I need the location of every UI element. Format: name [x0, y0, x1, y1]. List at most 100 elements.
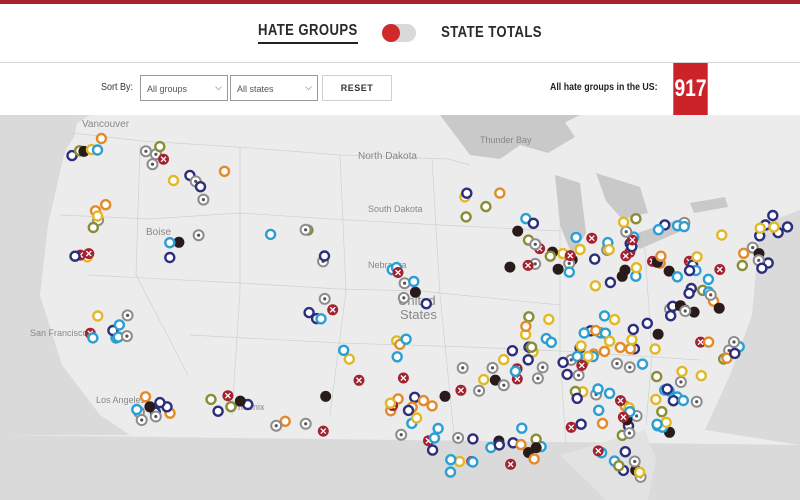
hate-group-marker[interactable]	[571, 392, 583, 404]
hate-group-marker[interactable]	[225, 401, 237, 413]
hate-group-marker[interactable]	[158, 153, 169, 165]
hate-group-marker[interactable]	[652, 223, 665, 236]
hate-group-marker[interactable]	[154, 396, 166, 409]
hate-group-marker[interactable]	[392, 267, 404, 278]
hate-group-marker[interactable]	[192, 229, 205, 242]
hate-group-marker[interactable]	[721, 352, 733, 364]
hate-group-marker[interactable]	[671, 271, 683, 283]
hate-group-marker[interactable]	[628, 455, 641, 468]
hate-group-marker[interactable]	[445, 454, 457, 466]
hate-group-marker[interactable]	[615, 395, 626, 407]
hate-group-marker[interactable]	[614, 341, 626, 354]
hate-group-marker[interactable]	[218, 165, 231, 177]
hate-group-marker[interactable]	[570, 231, 582, 244]
hate-group-marker[interactable]	[317, 425, 329, 437]
hate-group-marker[interactable]	[626, 234, 638, 246]
hate-group-marker[interactable]	[139, 145, 152, 158]
hate-group-marker[interactable]	[515, 438, 527, 451]
hate-group-marker[interactable]	[338, 344, 350, 357]
reset-button[interactable]: RESET	[322, 75, 392, 101]
hate-group-marker[interactable]	[604, 276, 617, 289]
hate-group-marker[interactable]	[661, 383, 673, 395]
hate-group-marker[interactable]	[409, 286, 421, 298]
hate-group-marker[interactable]	[320, 390, 332, 402]
hate-group-marker[interactable]	[498, 353, 510, 366]
hate-group-marker[interactable]	[586, 232, 598, 244]
hate-group-marker[interactable]	[617, 216, 630, 228]
hate-group-marker[interactable]	[452, 431, 465, 444]
hate-group-marker[interactable]	[99, 198, 112, 211]
hate-group-marker[interactable]	[456, 361, 469, 374]
hate-group-marker[interactable]	[420, 297, 432, 310]
hate-group-marker[interactable]	[493, 439, 505, 451]
hate-group-marker[interactable]	[683, 287, 695, 300]
hate-group-marker[interactable]	[663, 265, 675, 277]
tab-state-totals[interactable]: STATE TOTALS	[441, 24, 543, 41]
hate-group-marker[interactable]	[678, 220, 690, 233]
hate-group-marker[interactable]	[754, 222, 766, 234]
hate-group-marker[interactable]	[318, 292, 331, 305]
hate-group-marker[interactable]	[87, 221, 100, 234]
hate-group-marker[interactable]	[489, 374, 501, 386]
hate-group-marker[interactable]	[509, 365, 522, 377]
hate-group-marker[interactable]	[578, 327, 590, 339]
hate-group-marker[interactable]	[665, 309, 677, 322]
hate-group-marker[interactable]	[222, 390, 234, 402]
hate-group-marker[interactable]	[299, 417, 312, 430]
hate-group-marker[interactable]	[426, 444, 439, 456]
hate-group-marker[interactable]	[391, 351, 403, 363]
hate-group-marker[interactable]	[149, 410, 162, 423]
hate-group-marker[interactable]	[92, 310, 104, 322]
hate-group-marker[interactable]	[633, 466, 646, 478]
hate-group-marker[interactable]	[270, 419, 283, 432]
hate-group-marker[interactable]	[713, 302, 725, 314]
hate-group-marker[interactable]	[384, 397, 397, 409]
hate-group-marker[interactable]	[69, 250, 81, 262]
hate-group-marker[interactable]	[397, 291, 410, 304]
us-hate-groups-map[interactable]: Vancouver North Dakota Thunder Bay South Da…	[0, 115, 800, 500]
hate-group-marker[interactable]	[461, 187, 473, 199]
hate-group-marker[interactable]	[627, 323, 639, 336]
hate-group-marker[interactable]	[318, 250, 331, 262]
hate-group-marker[interactable]	[520, 320, 532, 333]
hate-group-marker[interactable]	[651, 418, 663, 430]
hate-group-marker[interactable]	[598, 345, 611, 358]
hate-group-marker[interactable]	[688, 306, 700, 318]
hate-group-marker[interactable]	[91, 144, 104, 156]
hate-group-marker[interactable]	[398, 277, 411, 290]
hate-group-marker[interactable]	[439, 390, 451, 402]
hate-group-marker[interactable]	[729, 347, 741, 360]
hate-group-marker[interactable]	[617, 411, 629, 423]
hate-group-marker[interactable]	[613, 460, 625, 472]
hate-group-marker[interactable]	[408, 275, 420, 288]
hate-group-marker[interactable]	[756, 262, 768, 274]
hate-group-marker[interactable]	[598, 310, 611, 322]
hate-group-marker[interactable]	[536, 361, 549, 374]
hate-group-marker[interactable]	[652, 328, 664, 340]
hate-group-marker[interactable]	[679, 305, 692, 317]
hate-group-marker[interactable]	[139, 391, 152, 403]
hate-group-marker[interactable]	[603, 243, 615, 256]
hate-group-marker[interactable]	[575, 418, 587, 430]
hate-group-marker[interactable]	[467, 433, 479, 445]
hate-group-marker[interactable]	[146, 158, 159, 171]
hate-group-marker[interactable]	[478, 373, 490, 386]
hate-group-marker[interactable]	[728, 336, 740, 348]
hate-group-marker[interactable]	[667, 395, 680, 407]
hate-group-marker[interactable]	[91, 210, 104, 222]
hate-group-marker[interactable]	[505, 458, 517, 470]
hate-group-marker[interactable]	[677, 394, 689, 407]
hate-group-marker[interactable]	[768, 221, 780, 233]
hate-group-marker[interactable]	[444, 466, 457, 478]
hate-group-marker[interactable]	[674, 376, 687, 388]
hate-group-marker[interactable]	[624, 343, 637, 355]
hate-group-marker[interactable]	[626, 333, 638, 346]
map-canvas[interactable]: Vancouver North Dakota Thunder Bay South Da…	[0, 115, 800, 500]
hate-group-marker[interactable]	[279, 415, 291, 427]
hate-group-marker[interactable]	[523, 311, 535, 323]
hate-group-marker[interactable]	[619, 446, 631, 458]
hate-group-marker[interactable]	[299, 223, 312, 236]
hate-group-marker[interactable]	[623, 427, 636, 440]
hate-group-marker[interactable]	[144, 401, 156, 413]
hate-group-marker[interactable]	[592, 445, 604, 457]
